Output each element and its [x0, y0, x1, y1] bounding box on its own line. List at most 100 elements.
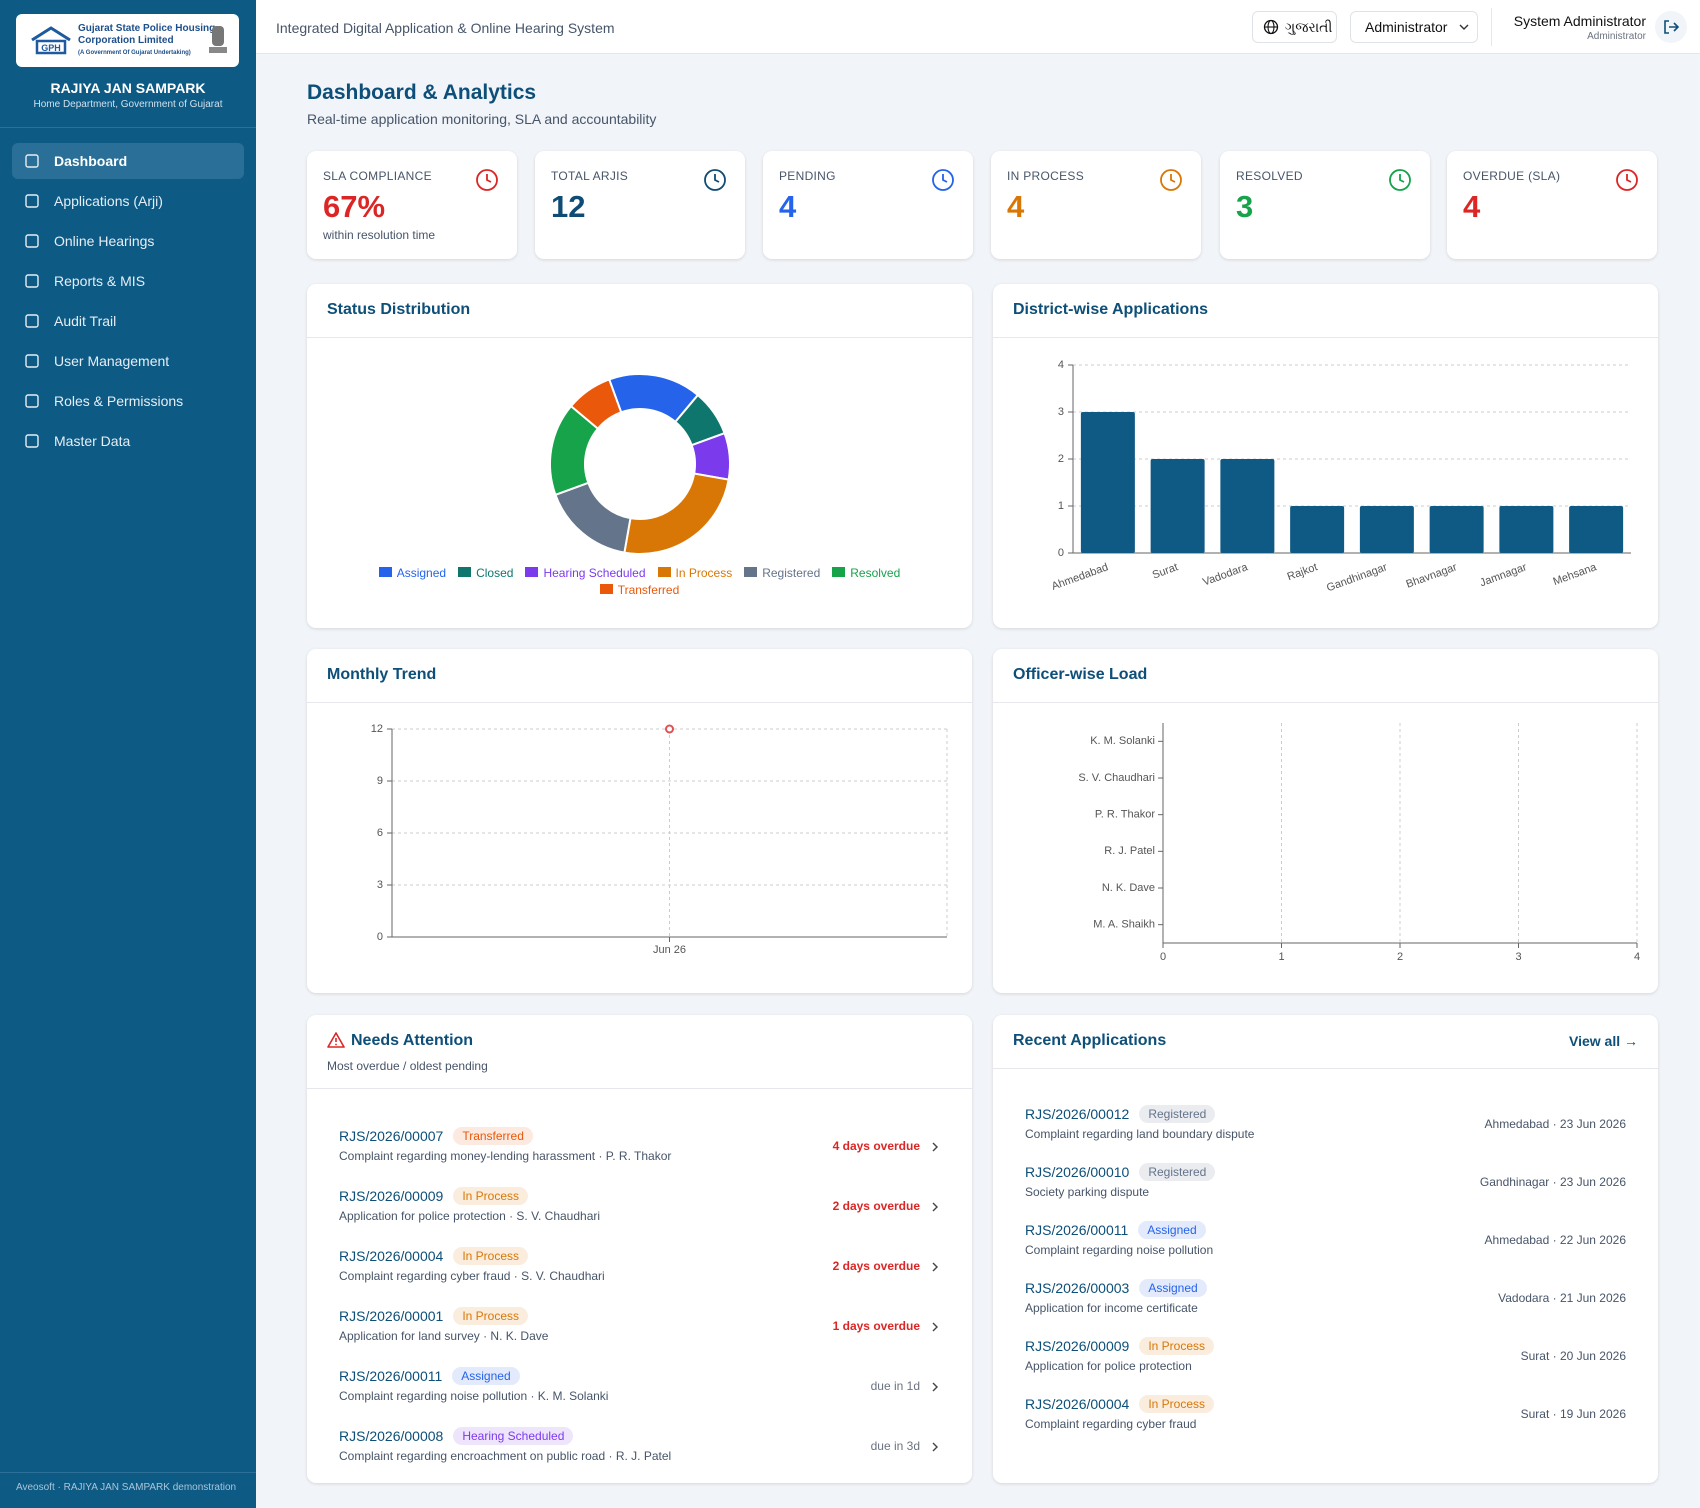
icon-shape [1616, 169, 1638, 191]
list-item[interactable]: RJS/2026/00011 Assigned Complaint regardin… [1025, 1221, 1626, 1265]
nav-item[interactable]: Dashboard [12, 143, 244, 179]
divider [993, 337, 1658, 338]
bar [1499, 506, 1554, 553]
kpi-icon [1160, 169, 1182, 191]
legend-label: Hearing Scheduled [543, 566, 646, 580]
item-meta: Ahmedabad · 22 Jun 2026 [1484, 1233, 1626, 1247]
list-item[interactable]: RJS/2026/00007 Transferred Complaint regar… [339, 1127, 940, 1171]
role: Administrator [1365, 19, 1448, 35]
org-note: (A Government Of Gujarat Undertaking) [78, 50, 191, 56]
y-tick-label: 3 [1058, 406, 1064, 418]
kpi-label: SLA COMPLIANCE [323, 169, 432, 183]
nav-item[interactable]: Roles & Permissions [12, 383, 244, 419]
list-item[interactable]: RJS/2026/00009 In Process Application for … [339, 1187, 940, 1231]
nav-icon [25, 194, 39, 208]
item-meta: Surat · 20 Jun 2026 [1520, 1349, 1626, 1363]
legend-item: Hearing Scheduled [525, 566, 646, 580]
item-desc: Complaint regarding money-lending harass… [339, 1149, 672, 1163]
nav-icon [25, 274, 39, 288]
list-item[interactable]: RJS/2026/00012 Registered Complaint regard… [1025, 1105, 1626, 1149]
language-button[interactable]: ગુજરાતી [1252, 11, 1337, 43]
x-tick-label: Jamnagar [1478, 561, 1528, 589]
user-name: System Administrator [1513, 13, 1646, 29]
status-badge: Registered [1139, 1163, 1216, 1181]
item-desc: Complaint regarding cyber fraud · S. V. … [339, 1269, 605, 1283]
item-head: RJS/2026/00001 In Process [339, 1307, 529, 1325]
legend-swatch [832, 567, 846, 577]
point [665, 724, 674, 734]
list-item[interactable]: RJS/2026/00003 Assigned Application for in… [1025, 1279, 1626, 1323]
nav-item[interactable]: Online Hearings [12, 223, 244, 259]
bar [1359, 506, 1414, 553]
due-status: 4 days overdue [832, 1139, 920, 1153]
application-id: RJS/2026/00009 [339, 1188, 444, 1204]
item-head: RJS/2026/00008 Hearing Scheduled [339, 1427, 574, 1445]
y-tick-label: M. A. Shaikh [1093, 919, 1155, 931]
kpi-label: RESOLVED [1236, 169, 1303, 183]
divider [0, 1472, 256, 1473]
divider [307, 337, 972, 338]
legend-swatch [599, 584, 613, 594]
card-title: District-wise Applications [1013, 301, 1208, 318]
due-status: due in 1d [870, 1379, 920, 1393]
chart [549, 373, 731, 555]
kpi-icon [1389, 169, 1411, 191]
logout-button[interactable] [1654, 10, 1688, 44]
nav-item[interactable]: Reports & MIS [12, 263, 244, 299]
item-meta: Gandhinagar · 23 Jun 2026 [1479, 1175, 1626, 1189]
y-tick-label: 0 [1058, 547, 1064, 559]
item-meta: Vadodara · 21 Jun 2026 [1498, 1291, 1626, 1305]
item-head: RJS/2026/00004 In Process [339, 1247, 529, 1265]
chevron [932, 1202, 938, 1212]
chevron-shape [932, 1202, 938, 1212]
y-tick-label: 9 [377, 775, 383, 787]
kpi-icon [932, 169, 954, 191]
list-item[interactable]: RJS/2026/00001 In Process Application for … [339, 1307, 940, 1351]
x-tick-label: 0 [1160, 951, 1166, 963]
list-item[interactable]: RJS/2026/00004 In Process Complaint regard… [339, 1247, 940, 1291]
list-item[interactable]: RJS/2026/00011 Assigned Complaint regardin… [339, 1367, 940, 1411]
application-id: RJS/2026/00001 [339, 1308, 444, 1324]
legend-swatch [657, 567, 671, 577]
kpi-card: OVERDUE (SLA) 4 [1447, 151, 1657, 259]
emblem [209, 26, 227, 53]
chevron [932, 1262, 938, 1272]
legend-item: Closed [458, 566, 513, 580]
item-desc: Complaint regarding noise pollution [1025, 1243, 1214, 1257]
chevron [932, 1322, 938, 1332]
legend-label: Transferred [617, 583, 680, 597]
kpi-value: 12 [551, 189, 586, 224]
list-item[interactable]: RJS/2026/00004 In Process Complaint regard… [1025, 1395, 1626, 1439]
user-role: Administrator [1587, 31, 1646, 42]
org-name: Corporation Limited [78, 35, 174, 46]
legend-item: Registered [744, 566, 820, 580]
legend-item: In Process [657, 566, 732, 580]
card-title: Status Distribution [327, 301, 471, 318]
nav-item[interactable]: User Management [12, 343, 244, 379]
nav-item[interactable]: Audit Trail [12, 303, 244, 339]
divider [1491, 8, 1492, 46]
item-desc: Application for police protection · S. V… [339, 1209, 601, 1223]
list-item[interactable]: RJS/2026/00010 Registered Society parking … [1025, 1163, 1626, 1207]
nav-label: Applications (Arji) [54, 193, 163, 209]
y-tick-label: P. R. Thakor [1095, 809, 1155, 821]
org-name: Gujarat State Police Housing [78, 23, 216, 34]
list-item[interactable]: RJS/2026/00008 Hearing Scheduled Complaint… [339, 1427, 940, 1471]
nav-item[interactable]: Master Data [12, 423, 244, 459]
item-head: RJS/2026/00009 In Process [1025, 1337, 1215, 1355]
x-tick-label: Bhavnagar [1405, 561, 1459, 591]
icon-shape [25, 234, 39, 248]
icon-shape [25, 434, 39, 448]
view-all-link[interactable]: View all → [1569, 1033, 1638, 1049]
x-tick-label: Gandhinagar [1325, 561, 1389, 594]
bar [1429, 506, 1484, 553]
kpi-value: 4 [1007, 189, 1025, 224]
list-item[interactable]: RJS/2026/00009 In Process Application for … [1025, 1337, 1626, 1381]
chart: 0 3 6 9 12 Jun 26 [371, 723, 948, 956]
x-tick-label: 4 [1634, 951, 1640, 963]
nav-item[interactable]: Applications (Arji) [12, 183, 244, 219]
due-status: 1 days overdue [832, 1319, 920, 1333]
nav-icon [25, 394, 39, 408]
role-select[interactable]: Administrator [1350, 11, 1478, 43]
divider [0, 127, 256, 128]
